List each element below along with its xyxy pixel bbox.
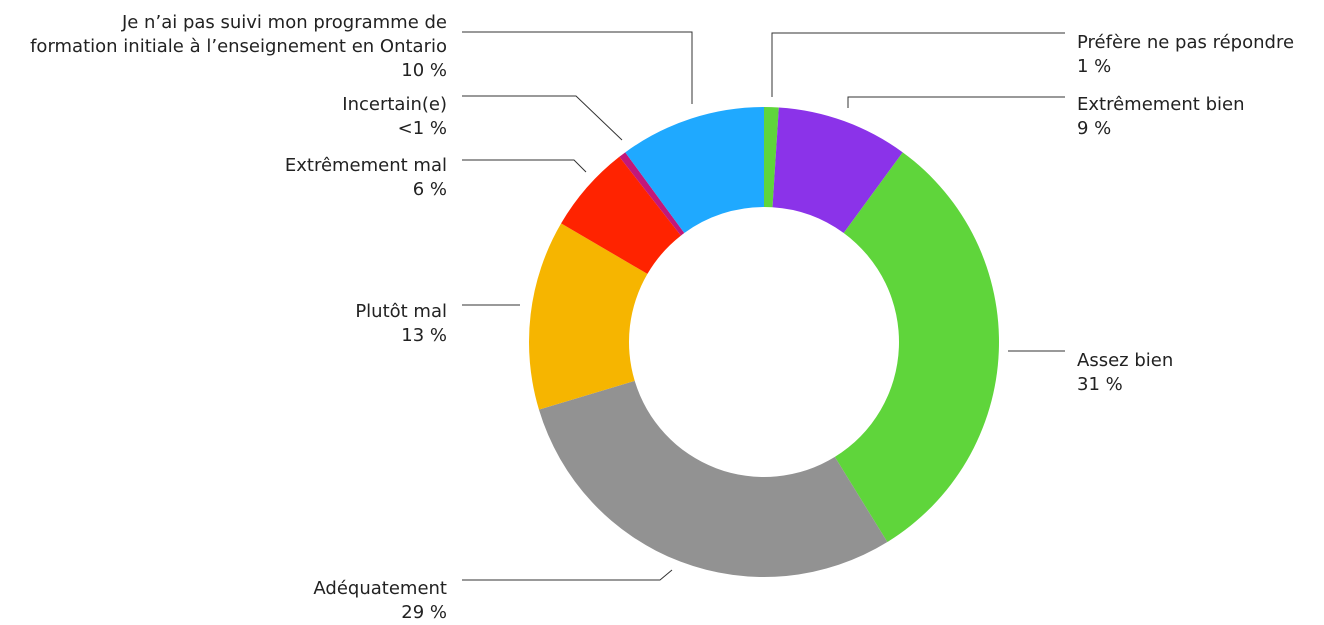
slice-label: Plutôt mal [355, 301, 447, 322]
value-label: 9 % [1077, 118, 1111, 139]
value-label: 13 % [401, 325, 447, 346]
leader-line [462, 159, 587, 173]
value-label: 6 % [413, 179, 447, 200]
donut-segment [625, 107, 764, 234]
leader-line [462, 569, 673, 581]
slice-label: Extrêmement bien [1077, 94, 1244, 115]
leader-line [462, 95, 623, 141]
donut-segment [619, 152, 685, 236]
slice-label: Préfère ne pas répondre [1077, 32, 1294, 53]
donut-segment [538, 380, 888, 577]
slice-label: Assez bien [1077, 350, 1173, 371]
donut-segment [834, 152, 999, 543]
slice-label: Je n’ai pas suivi mon programme de format… [30, 12, 447, 57]
donut-segment [561, 156, 681, 274]
value-label: 1 % [1077, 56, 1111, 77]
label-line: Je n’ai pas suivi mon programme de [121, 12, 447, 33]
label-line: formation initiale à l’enseignement en O… [30, 36, 447, 57]
leader-line [462, 31, 693, 104]
donut-segment [529, 223, 648, 410]
donut-segment [764, 107, 779, 208]
slice-label: Incertain(e) [342, 94, 447, 115]
leader-line [847, 96, 1065, 108]
slice-label: Extrêmement mal [285, 155, 447, 176]
value-label: 10 % [401, 60, 447, 81]
value-label: 31 % [1077, 374, 1123, 395]
leader-line [771, 32, 1065, 97]
value-label: 29 % [401, 602, 447, 623]
donut-segment [772, 107, 903, 234]
value-label: <1 % [398, 118, 447, 139]
slice-label: Adéquatement [313, 578, 447, 599]
